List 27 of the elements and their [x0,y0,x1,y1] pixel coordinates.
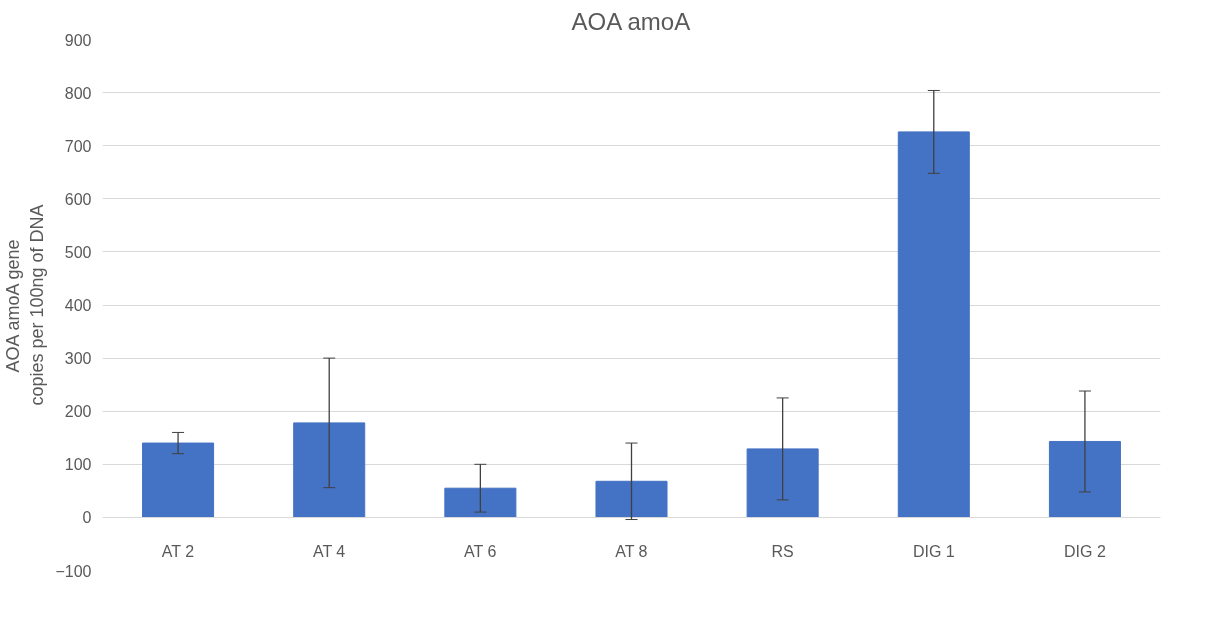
y-tick-label: 0 [82,509,92,527]
x-tick-label: DIG 2 [1064,543,1106,561]
y-tick-label: 100 [64,456,92,474]
bar [444,487,517,518]
y-tick-label: 200 [64,403,92,421]
y-tick-label: 900 [64,31,92,49]
x-tick-label: DIG 1 [912,543,955,561]
bar [1048,440,1121,518]
y-tick-label: −100 [55,562,92,580]
y-tick-label: 600 [64,190,92,208]
y-tick-label: 300 [64,350,92,368]
x-tick-label: AT 4 [312,543,346,561]
chart-title: AOA amoA [571,7,691,35]
bar [293,422,366,518]
y-axis-title: AOA amoA gene copies per 100ng of DNA [3,204,48,406]
bar [595,480,668,518]
x-tick-label: RS [771,543,794,561]
bar [897,131,970,518]
x-tick-label: AT 6 [464,543,497,561]
x-tick-label: AT 8 [615,543,648,561]
y-tick-label: 400 [64,297,92,314]
x-tick-label: AT 2 [161,543,195,561]
bar [746,448,819,518]
bar [142,442,215,518]
y-tick-label: 500 [64,243,92,261]
y-tick-label: 800 [64,84,92,102]
y-tick-label: 700 [64,137,92,155]
